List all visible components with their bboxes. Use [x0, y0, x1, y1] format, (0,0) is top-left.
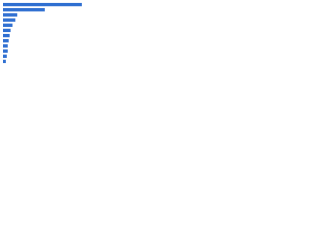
bar — [3, 8, 45, 12]
bar — [3, 44, 8, 48]
bar — [3, 2, 82, 7]
bar — [3, 33, 10, 38]
bar — [3, 59, 6, 64]
bar — [3, 13, 18, 17]
bar — [3, 54, 7, 58]
bar — [3, 18, 16, 22]
page: (() => { const data = JSON.parse(documen… — [0, 0, 320, 71]
bar — [3, 39, 9, 43]
bar — [3, 49, 8, 53]
bar — [3, 23, 13, 27]
chart — [3, 2, 82, 64]
bar — [3, 28, 11, 33]
